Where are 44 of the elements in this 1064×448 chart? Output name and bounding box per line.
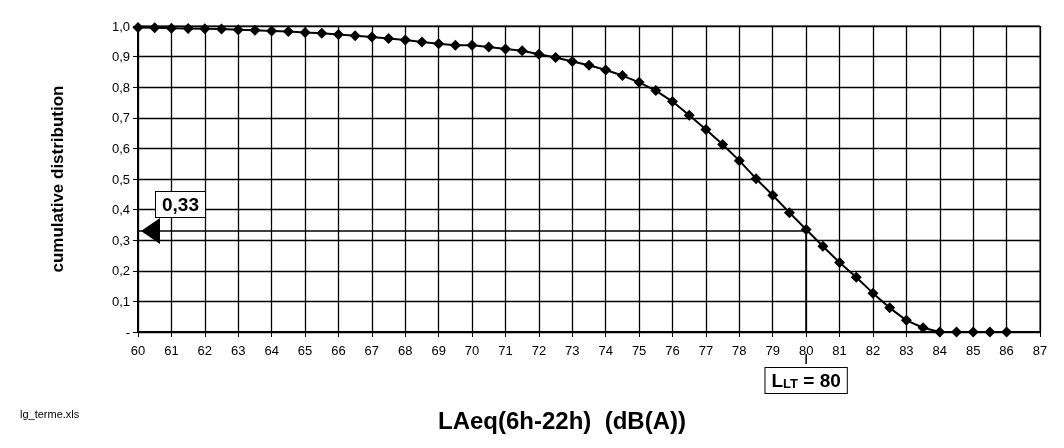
y-tick-label: 1,0 bbox=[111, 18, 130, 34]
x-tick-label: 86 bbox=[999, 343, 1014, 358]
x-tick-label: 82 bbox=[865, 343, 881, 358]
y-tick-label: 0,9 bbox=[111, 49, 130, 65]
y-tick-label: 0,4 bbox=[111, 202, 130, 218]
x-tick-label: 76 bbox=[665, 343, 680, 358]
y-tick-label: 0,5 bbox=[111, 171, 130, 187]
x-tick-label: 73 bbox=[565, 343, 580, 358]
x-axis-title: LAeq(6h-22h) (dB(A)) bbox=[438, 406, 686, 434]
x-tick-label: 64 bbox=[264, 343, 279, 358]
x-tick-label: 85 bbox=[965, 343, 981, 358]
x-tick-label: 60 bbox=[130, 343, 146, 358]
text: lg_terme.xls bbox=[20, 407, 80, 420]
x-tick-label: 67 bbox=[364, 343, 380, 358]
x-tick-label: 69 bbox=[431, 343, 446, 358]
ref-line-label: 0,33 bbox=[162, 194, 199, 216]
ref-line-label: LLT = 80 bbox=[771, 370, 841, 391]
y-tick-label: 0,3 bbox=[111, 232, 130, 248]
x-tick-label: 77 bbox=[698, 343, 714, 358]
x-tick-label: 66 bbox=[331, 343, 346, 358]
y-tick-label: 0,1 bbox=[111, 293, 130, 309]
x-tick-label: 72 bbox=[531, 343, 547, 358]
x-tick-label: 62 bbox=[197, 343, 213, 358]
y-tick-label: 0,2 bbox=[111, 263, 130, 279]
x-tick-label: 80 bbox=[798, 343, 814, 358]
x-tick-label: 70 bbox=[464, 343, 480, 358]
x-tick-label: 79 bbox=[765, 343, 780, 358]
x-tick-label: 63 bbox=[230, 343, 246, 358]
y-tick-label: - bbox=[125, 324, 130, 340]
x-tick-label: 75 bbox=[631, 343, 647, 358]
y-tick-label: 0,7 bbox=[111, 110, 130, 126]
x-tick-label: 65 bbox=[297, 343, 313, 358]
x-tick-label: 87 bbox=[1032, 343, 1048, 358]
x-tick-label: 78 bbox=[732, 343, 747, 358]
x-tick-label: 84 bbox=[932, 343, 948, 358]
y-tick-label: 0,6 bbox=[111, 140, 130, 156]
x-tick-label: 61 bbox=[164, 343, 179, 358]
y-axis-title: cumulative distribution bbox=[48, 85, 67, 273]
x-tick-label: 83 bbox=[899, 343, 914, 358]
x-tick-label: 71 bbox=[498, 343, 513, 358]
x-tick-label: 68 bbox=[398, 343, 413, 358]
y-tick-label: 0,8 bbox=[111, 79, 130, 95]
x-tick-label: 81 bbox=[832, 343, 847, 358]
x-tick-label: 74 bbox=[598, 343, 613, 358]
